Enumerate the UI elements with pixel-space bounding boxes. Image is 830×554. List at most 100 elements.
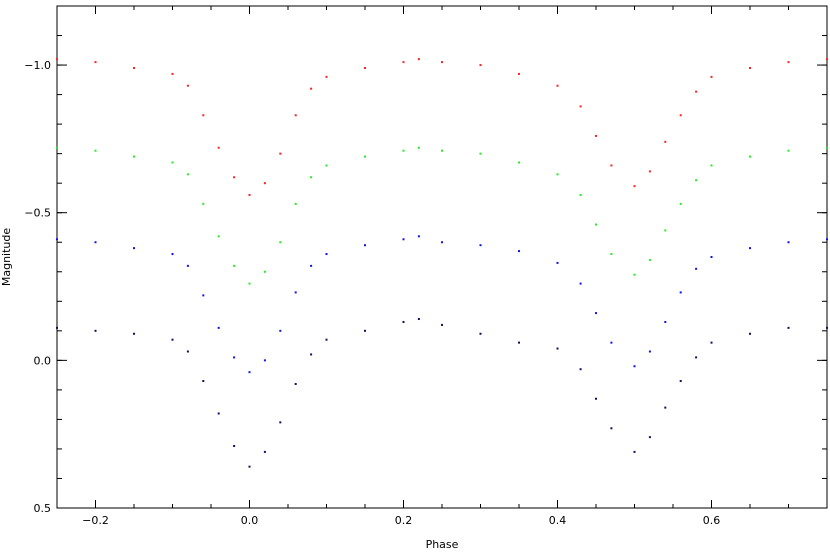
data-point bbox=[325, 253, 328, 256]
data-point bbox=[479, 244, 482, 247]
data-point bbox=[402, 149, 405, 152]
data-point bbox=[279, 329, 282, 332]
data-point bbox=[248, 465, 251, 468]
data-point bbox=[826, 238, 828, 241]
data-point bbox=[94, 149, 97, 152]
data-point bbox=[579, 105, 582, 108]
data-point bbox=[279, 421, 282, 424]
data-point bbox=[633, 450, 636, 453]
data-point bbox=[633, 185, 636, 188]
data-point bbox=[202, 294, 205, 297]
data-point bbox=[441, 241, 443, 244]
data-point bbox=[364, 329, 366, 332]
data-point bbox=[279, 152, 282, 155]
data-point bbox=[325, 164, 328, 167]
data-point bbox=[695, 90, 698, 93]
data-point bbox=[595, 397, 597, 400]
x-tick-label: 0.4 bbox=[549, 514, 567, 527]
data-point bbox=[826, 146, 828, 149]
data-point bbox=[633, 365, 636, 368]
data-point bbox=[595, 223, 597, 226]
data-point bbox=[479, 332, 482, 335]
data-point bbox=[294, 114, 297, 117]
data-point bbox=[310, 176, 313, 179]
data-point bbox=[202, 202, 205, 205]
data-point bbox=[364, 244, 366, 247]
data-point bbox=[579, 193, 582, 196]
data-point bbox=[556, 84, 559, 87]
data-point bbox=[664, 229, 667, 232]
data-point bbox=[310, 264, 313, 267]
data-point bbox=[202, 114, 205, 117]
data-point bbox=[664, 406, 667, 409]
data-point bbox=[217, 146, 220, 149]
data-point bbox=[294, 202, 297, 205]
data-point bbox=[648, 258, 651, 261]
data-point bbox=[263, 270, 266, 273]
data-point bbox=[364, 155, 366, 158]
data-point bbox=[56, 326, 58, 329]
data-point bbox=[595, 134, 597, 137]
data-point bbox=[787, 241, 790, 244]
data-point bbox=[664, 140, 667, 143]
data-point bbox=[710, 341, 713, 344]
y-axis-title: Magnitude bbox=[0, 228, 13, 287]
data-point bbox=[441, 61, 443, 64]
y-tick-label: 0.0 bbox=[34, 354, 52, 367]
data-point bbox=[749, 67, 751, 70]
data-point bbox=[248, 193, 251, 196]
data-point bbox=[263, 450, 266, 453]
data-point bbox=[441, 149, 443, 152]
series-0 bbox=[56, 58, 828, 196]
y-tick-label: −1.0 bbox=[24, 59, 51, 72]
data-point bbox=[310, 353, 313, 356]
data-point bbox=[648, 170, 651, 173]
data-point bbox=[186, 264, 189, 267]
data-point bbox=[263, 359, 266, 362]
data-series-layer bbox=[56, 58, 828, 468]
data-point bbox=[133, 332, 135, 335]
data-point bbox=[217, 235, 220, 238]
x-tick-label: 0.2 bbox=[395, 514, 413, 527]
data-point bbox=[94, 241, 97, 244]
data-point bbox=[325, 75, 328, 78]
data-point bbox=[664, 320, 667, 323]
data-point bbox=[749, 155, 751, 158]
data-point bbox=[579, 368, 582, 371]
data-point bbox=[171, 338, 174, 341]
data-point bbox=[402, 320, 405, 323]
data-point bbox=[679, 202, 682, 205]
data-point bbox=[695, 179, 698, 182]
data-point bbox=[325, 338, 328, 341]
data-point bbox=[710, 164, 713, 167]
data-point bbox=[679, 291, 682, 294]
series-3 bbox=[56, 318, 828, 468]
data-point bbox=[56, 238, 58, 241]
data-point bbox=[248, 282, 251, 285]
data-point bbox=[233, 356, 236, 359]
data-point bbox=[233, 176, 236, 179]
x-tick-label: −0.2 bbox=[82, 514, 109, 527]
data-point bbox=[787, 149, 790, 152]
data-point bbox=[310, 87, 313, 90]
data-point bbox=[518, 72, 520, 75]
data-point bbox=[679, 380, 682, 383]
data-point bbox=[579, 282, 582, 285]
data-point bbox=[595, 312, 597, 315]
data-point bbox=[56, 146, 58, 149]
data-point bbox=[248, 371, 251, 374]
data-point bbox=[56, 58, 58, 61]
data-point bbox=[479, 152, 482, 155]
data-point bbox=[556, 173, 559, 176]
data-point bbox=[294, 291, 297, 294]
data-point bbox=[217, 326, 220, 329]
data-point bbox=[171, 72, 174, 75]
data-point bbox=[610, 341, 613, 344]
y-tick-label: −0.5 bbox=[24, 207, 51, 220]
data-point bbox=[787, 326, 790, 329]
data-point bbox=[217, 412, 220, 415]
data-point bbox=[787, 61, 790, 64]
data-point bbox=[610, 164, 613, 167]
series-1 bbox=[56, 146, 828, 285]
data-point bbox=[171, 161, 174, 164]
